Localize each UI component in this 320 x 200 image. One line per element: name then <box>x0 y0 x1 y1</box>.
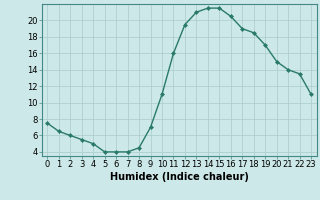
X-axis label: Humidex (Indice chaleur): Humidex (Indice chaleur) <box>110 172 249 182</box>
